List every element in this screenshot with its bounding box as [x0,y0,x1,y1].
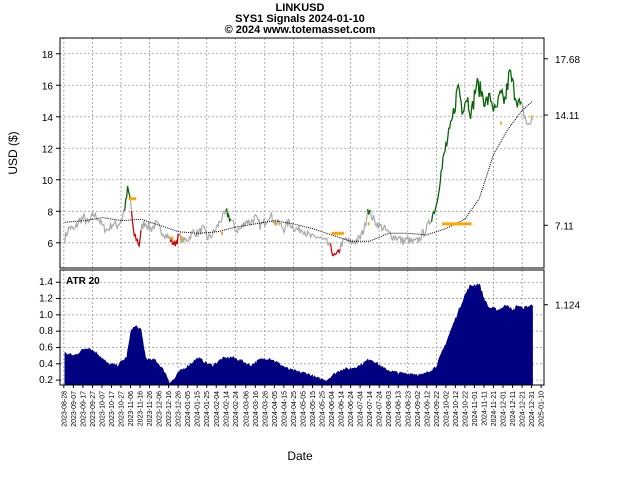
x-tick-label: 2023-10-27 [119,391,126,427]
x-tick-label: 2023-09-17 [80,391,87,427]
x-tick-label: 2024-02-24 [233,391,240,427]
x-tick-label: 2024-10-12 [453,391,460,427]
price-y-tick-label: 18 [42,50,54,61]
x-tick-label: 2025-01-10 [539,391,546,427]
x-tick-label: 2024-08-03 [386,391,393,427]
x-tick-label: 2024-03-26 [262,391,269,427]
sell-signal-line [330,243,341,257]
sell-signal-line [130,211,142,249]
x-tick-label: 2023-09-27 [90,391,97,427]
atr-y-tick-label: 1.2 [39,294,53,305]
atr-panel-frame [59,269,545,386]
x-tick-label: 2024-12-11 [510,391,517,426]
x-tick-label: 2023-09-07 [71,391,78,427]
x-tick-label: 2024-10-02 [443,391,450,427]
atr-y-tick-label: 0.4 [39,359,53,370]
moving-average-line [64,100,533,242]
chart-title-3: © 2024 www.totemasset.com [225,24,376,36]
atr-y-tick-label: 0.2 [39,375,53,386]
atr-right-label: 1.124 [555,301,580,312]
buy-signal-line [367,208,371,215]
buy-signal-line [123,185,132,211]
x-tick-label: 2024-01-05 [185,391,192,427]
x-tick-label: 2024-08-23 [405,391,412,427]
buy-signal-line [431,68,522,222]
x-tick-label: 2024-09-02 [415,391,422,427]
x-ticks: 2023-08-28 2023-09-07 2023-09-17 2023-09-27… [61,385,546,427]
price-right-label: 17.68 [555,55,580,66]
buy-signal-line [225,207,232,223]
x-tick-label: 2024-12-01 [501,391,508,427]
price-right-label: 7.11 [555,221,574,232]
price-right-label: 14.11 [555,111,580,122]
x-tick-label: 2024-05-05 [301,391,308,427]
x-tick-label: 2024-01-25 [204,391,211,427]
x-tick-label: 2024-09-22 [434,391,441,427]
x-tick-label: 2024-09-12 [424,391,431,427]
x-tick-label: 2023-11-16 [138,391,145,426]
chart-title-2: SYS1 Signals 2024-01-10 [235,13,365,25]
price-y-tick-label: 8 [47,207,53,218]
x-tick-label: 2023-12-16 [166,391,173,427]
x-tick-label: 2024-03-06 [243,391,250,427]
x-tick-label: 2024-12-31 [529,391,536,427]
x-tick-label: 2024-11-11 [482,391,489,426]
price-grid [60,38,544,268]
x-tick-label: 2024-01-15 [195,391,202,427]
x-tick-label: 2024-07-04 [358,391,365,427]
atr-y-tick-label: 0.6 [39,342,53,353]
x-tick-label: 2024-02-04 [214,391,221,427]
atr-y-tick-label: 1.0 [39,310,53,321]
price-panel: 6 8 10 12 14 16 18 17.68 14.11 7.11 [42,37,580,269]
atr-area [64,283,533,386]
x-tick-label: 2023-10-17 [109,391,116,427]
x-tick-label: 2023-11-26 [147,391,154,426]
atr-label: ATR 20 [66,276,100,287]
atr-panel: 0.2 0.4 0.6 0.8 1.0 1.2 1.4 1.124 ATR 20 [39,269,580,386]
price-panel-frame [59,37,545,269]
x-tick-label: 2023-10-07 [99,391,106,427]
x-tick-label: 2023-12-06 [157,391,164,427]
x-tick-label: 2024-12-21 [520,391,527,427]
price-y-tick-label: 10 [42,176,54,187]
x-tick-label: 2024-04-25 [291,391,298,427]
x-tick-label: 2024-08-13 [396,391,403,427]
x-tick-label: 2024-11-01 [472,391,479,426]
x-tick-label: 2024-05-25 [320,391,327,427]
price-panel-bg [60,38,544,268]
x-tick-label: 2024-05-15 [310,391,317,427]
x-tick-label: 2023-12-26 [176,391,183,427]
x-tick-label: 2024-06-04 [329,391,336,427]
x-axis-label: Date [287,449,313,463]
x-tick-label: 2024-07-14 [367,391,374,427]
atr-marks [64,283,533,386]
x-tick-label: 2024-04-15 [281,391,288,427]
x-tick-label: 2023-08-28 [61,391,68,427]
x-tick-label: 2023-11-06 [128,391,135,426]
atr-y-tick-label: 0.8 [39,326,53,337]
price-right-labels: 17.68 14.11 7.11 [544,55,580,232]
price-y-ticks: 6 8 10 12 14 16 18 [42,50,60,250]
x-tick-label: 2024-03-16 [253,391,260,427]
x-tick-label: 2024-06-24 [348,391,355,427]
x-tick-label: 2024-06-14 [339,391,346,427]
price-marks [64,68,534,257]
price-y-tick-label: 6 [47,239,53,250]
atr-y-tick-label: 1.4 [39,277,53,288]
y-axis-label: USD ($) [6,131,20,174]
x-tick-label: 2024-10-22 [462,391,469,427]
atr-y-ticks: 0.2 0.4 0.6 0.8 1.0 1.2 1.4 [39,277,60,386]
chart-title-1: LINKUSD [276,2,325,14]
x-tick-label: 2024-11-21 [491,391,498,426]
x-tick-label: 2024-04-05 [272,391,279,427]
sell-signal-line [169,233,180,247]
price-y-tick-label: 14 [42,113,54,124]
x-tick-label: 2024-07-24 [377,391,384,427]
x-tick-label: 2024-02-14 [223,391,230,427]
price-y-tick-label: 16 [42,81,54,92]
price-y-tick-label: 12 [42,144,54,155]
atr-right-labels: 1.124 [544,301,580,312]
